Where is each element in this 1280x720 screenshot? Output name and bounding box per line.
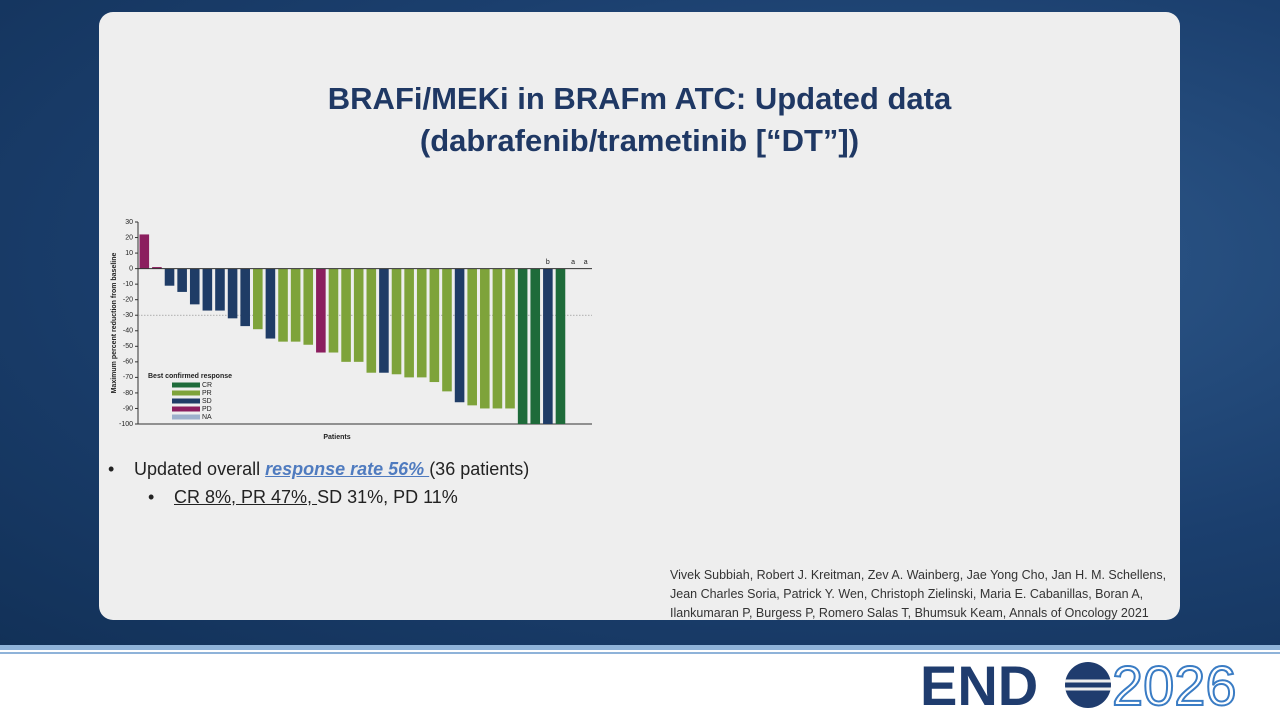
bar — [152, 267, 162, 269]
bullet-dot: • — [108, 459, 115, 479]
bar — [379, 268, 389, 373]
logo-year: 2026 — [1112, 655, 1237, 715]
bar — [303, 268, 314, 345]
y-tick-label: -80 — [123, 390, 133, 397]
bar — [353, 268, 364, 362]
bar — [505, 268, 515, 409]
legend-label: SD — [202, 398, 212, 405]
y-tick-label: 10 — [125, 250, 133, 257]
x-axis-label: Patients — [323, 434, 350, 441]
bar — [253, 268, 263, 330]
bar-note: a — [571, 259, 575, 266]
bar-note: a — [584, 259, 588, 266]
y-tick-label: 20 — [125, 234, 133, 241]
bar — [480, 268, 490, 409]
sub-bullet: • CR 8%, PR 47%, SD 31%, PD 11% — [148, 487, 458, 508]
legend-label: NA — [202, 414, 212, 421]
y-axis-label: Maximum percent reduction from baseline — [111, 252, 118, 393]
logo-globe — [1065, 662, 1111, 708]
citation-line: Ilankumaran P, Burgess P, Romero Salas T… — [670, 606, 1149, 620]
bar — [391, 268, 402, 375]
legend-title: Best confirmed response — [148, 373, 232, 380]
highlight: response rate 56% — [265, 459, 430, 479]
bar — [278, 268, 288, 342]
y-tick-label: -90 — [123, 405, 133, 412]
title-line: (dabrafenib/trametinib [“DT”]) — [419, 123, 860, 158]
y-tick-label: -10 — [123, 281, 133, 288]
legend-swatch — [172, 390, 200, 396]
footer-band — [0, 652, 1280, 654]
bar-note: b — [546, 259, 550, 266]
text: (36 patients) — [429, 459, 530, 479]
bar — [164, 268, 175, 286]
bar — [265, 268, 276, 339]
y-tick-label: -100 — [119, 421, 133, 428]
bar — [139, 234, 150, 269]
y-tick-label: -20 — [123, 297, 133, 304]
citation-line: Jean Charles Soria, Patrick Y. Wen, Chri… — [670, 587, 1144, 601]
citation-line: Vivek Subbiah, Robert J. Kreitman, Zev A… — [670, 568, 1167, 582]
y-tick-label: -30 — [123, 312, 133, 319]
bar — [316, 268, 326, 353]
legend-swatch — [172, 414, 200, 420]
bar — [429, 268, 440, 383]
bar — [189, 268, 200, 305]
citation: Vivek Subbiah, Robert J. Kreitman, Zev A… — [670, 566, 1166, 623]
underlined: CR 8%, PR 47%, — [174, 487, 318, 507]
legend-label: PR — [202, 390, 212, 397]
bar — [341, 268, 351, 362]
y-tick-label: 0 — [129, 265, 133, 272]
y-tick-label: -60 — [123, 359, 133, 366]
bar — [177, 268, 187, 292]
legend-swatch — [172, 382, 200, 388]
bar — [492, 268, 503, 409]
logo-text: END — [920, 655, 1038, 715]
legend-label: CR — [202, 382, 212, 389]
bar — [543, 268, 553, 424]
legend-label: PD — [202, 406, 212, 413]
bar — [215, 268, 225, 311]
slide-title: BRAFi/MEKi in BRAFm ATC: Updated data (da… — [99, 78, 1180, 162]
bar — [467, 268, 477, 406]
y-tick-label: -50 — [123, 343, 133, 350]
y-tick-label: -70 — [123, 374, 133, 381]
y-tick-label: -40 — [123, 328, 133, 335]
bar — [366, 268, 377, 373]
bullet-dot: • — [148, 487, 155, 507]
legend-swatch — [172, 406, 200, 412]
legend-swatch — [172, 398, 200, 404]
bar — [227, 268, 238, 319]
bar — [454, 268, 465, 403]
bar — [202, 268, 213, 311]
bar — [240, 268, 250, 327]
logo-globe-line — [1065, 679, 1111, 691]
footer-band — [0, 645, 1280, 650]
text: Updated overall — [134, 459, 266, 479]
bar — [517, 268, 528, 424]
text: SD 31%, PD 11% — [317, 487, 458, 507]
bar — [416, 268, 427, 378]
bar — [290, 268, 301, 342]
y-tick-label: 30 — [125, 219, 133, 226]
bar — [530, 268, 541, 424]
logo: END 2026 — [920, 655, 1238, 715]
title-line: BRAFi/MEKi in BRAFm ATC: Updated data — [327, 81, 952, 116]
bar — [442, 268, 452, 392]
bullet: • Updated overall response rate 56% (36 p… — [108, 459, 530, 480]
bar — [404, 268, 414, 378]
bar — [555, 268, 566, 424]
bar — [328, 268, 339, 353]
